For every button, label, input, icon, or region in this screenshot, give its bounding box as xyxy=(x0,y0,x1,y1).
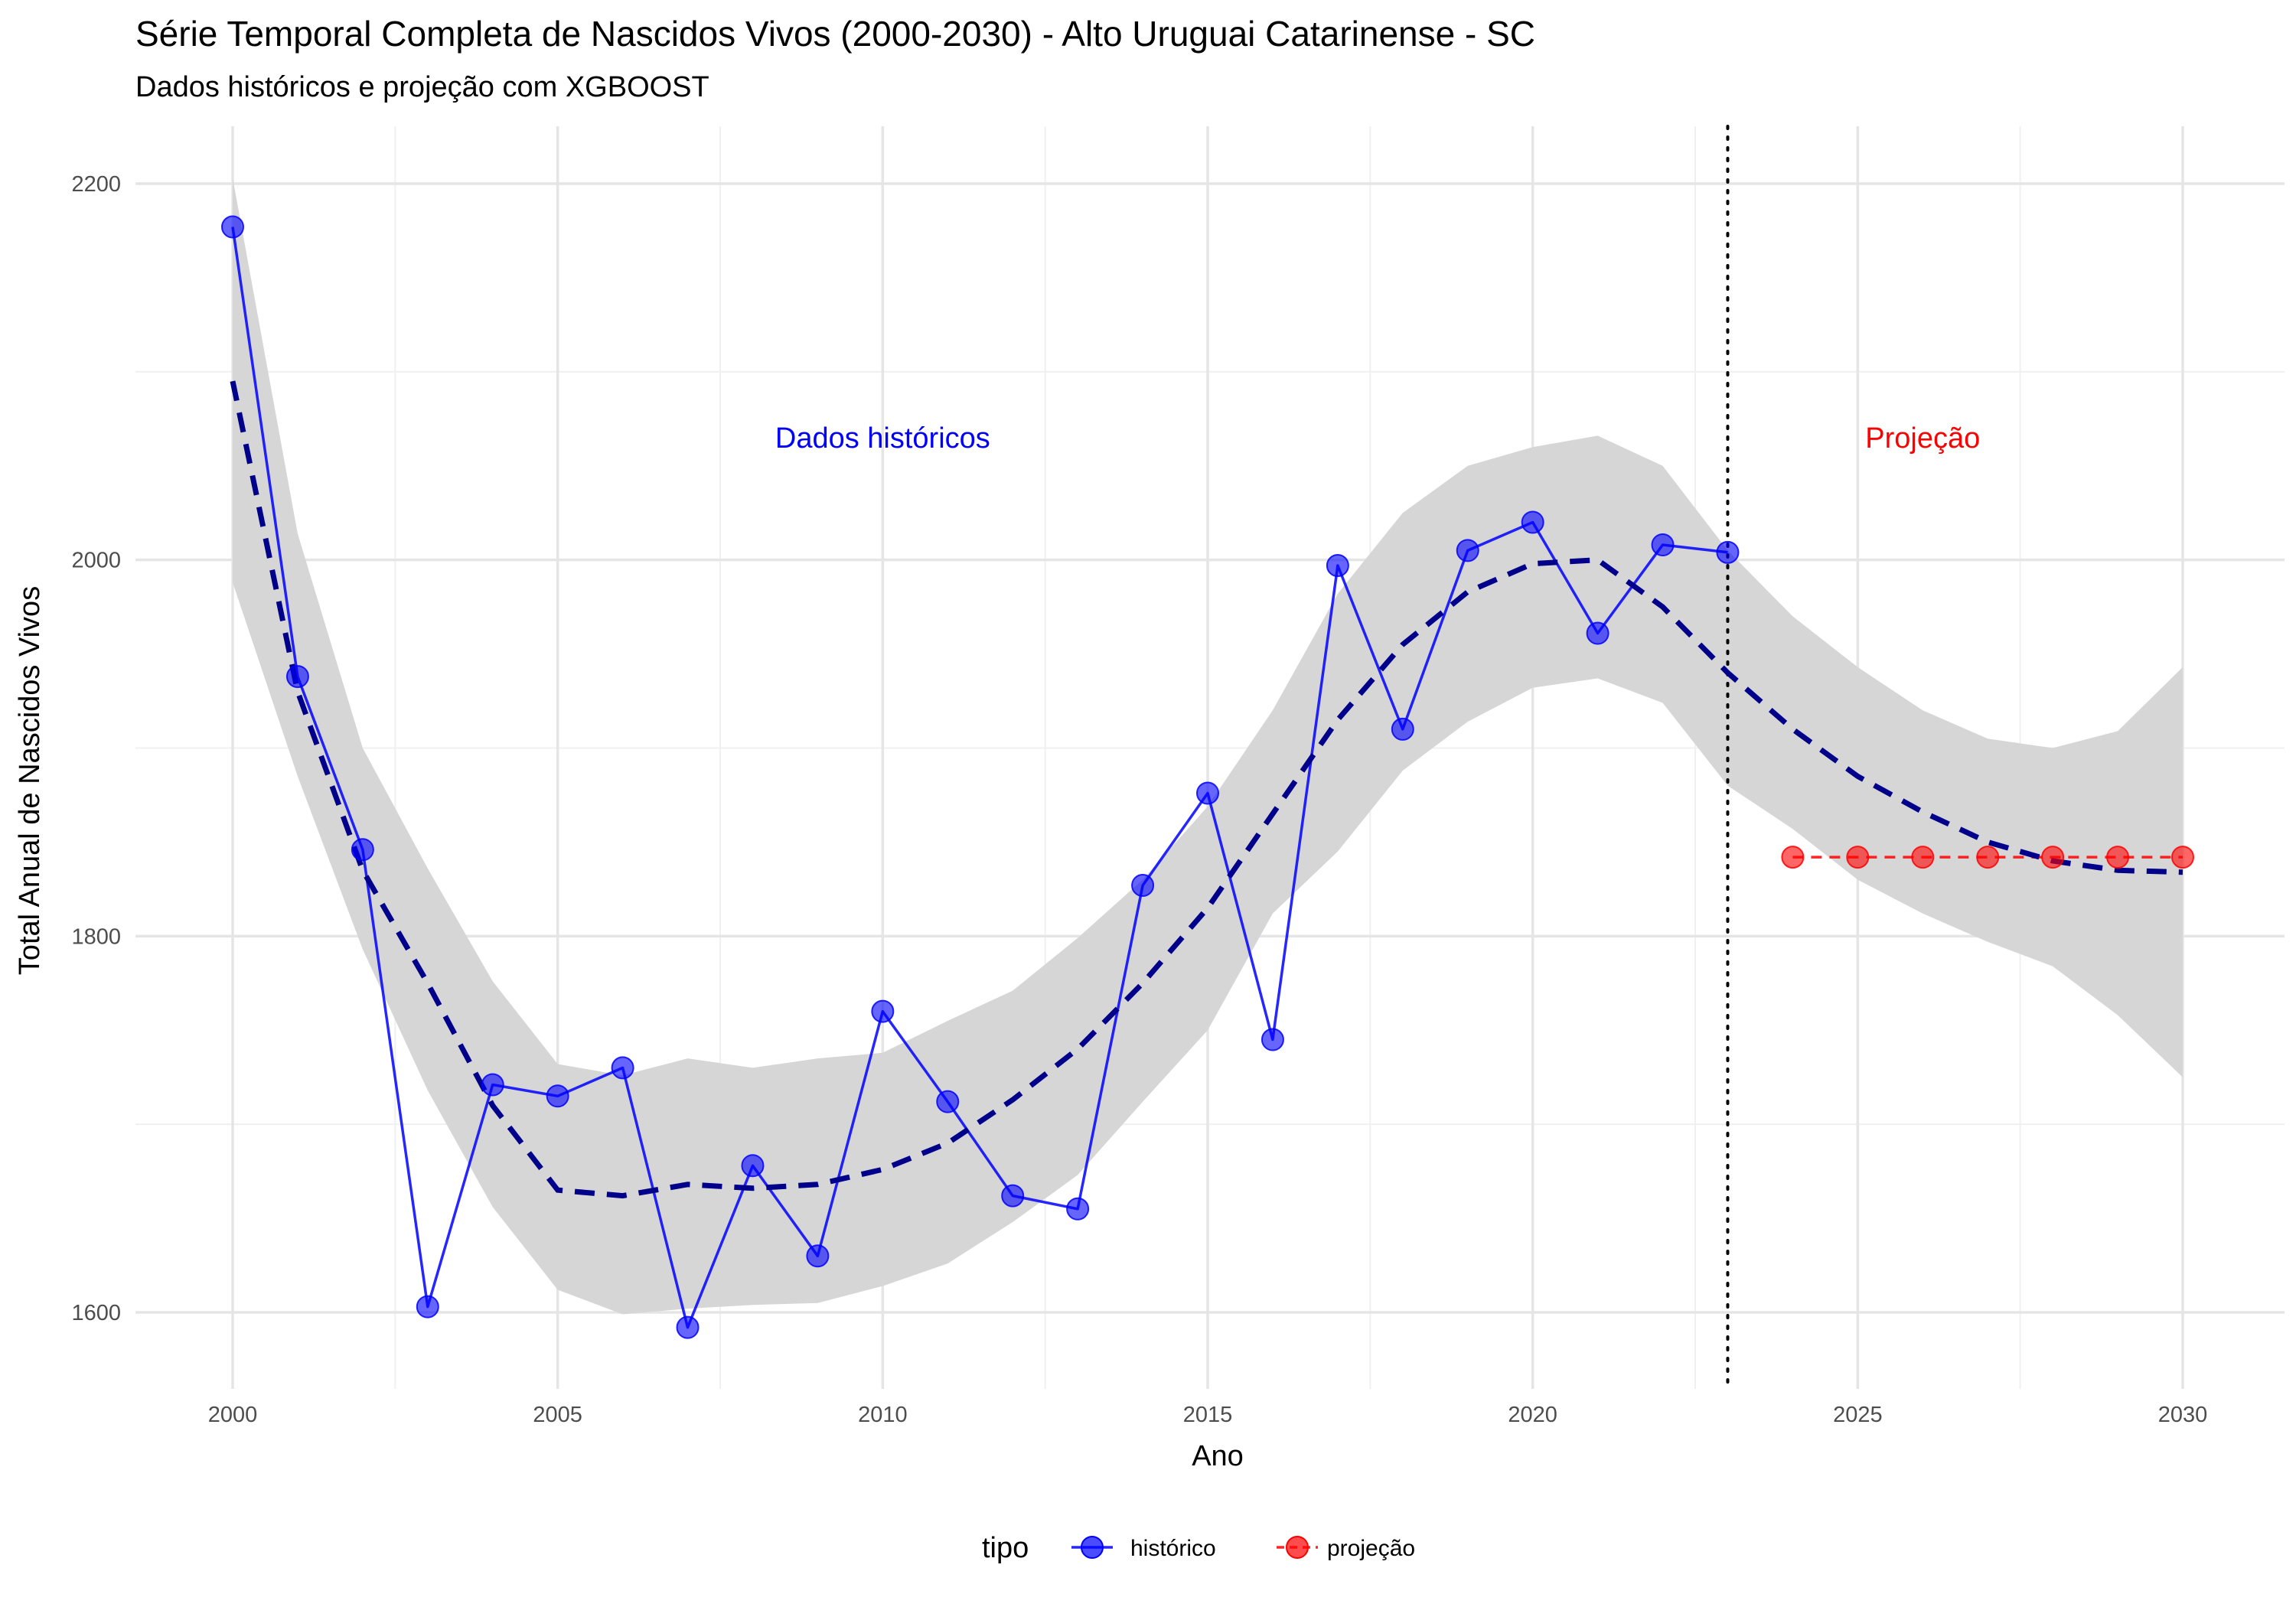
data-point xyxy=(416,1295,439,1319)
legend-key-point-0 xyxy=(1081,1536,1104,1559)
y-tick-label: 2200 xyxy=(71,172,121,197)
data-point xyxy=(1976,846,2000,869)
legend-title: tipo xyxy=(982,1532,1029,1564)
data-point xyxy=(1846,846,1870,869)
data-point xyxy=(1716,540,1740,564)
data-point xyxy=(2106,846,2130,869)
data-point xyxy=(1131,873,1155,897)
series-line-0 xyxy=(231,227,1728,1329)
smooth-trend-line xyxy=(230,380,2183,1199)
x-axis-label: Ano xyxy=(1192,1440,1244,1472)
data-point xyxy=(1196,781,1219,805)
chart-subtitle: Dados históricos e projeção com XGBOOST xyxy=(135,71,709,103)
legend-label-0: histórico xyxy=(1130,1536,1216,1561)
plot-annotation: Projeção xyxy=(1865,422,1980,455)
data-point xyxy=(2041,846,2065,869)
data-point xyxy=(611,1056,634,1080)
y-tick-label: 1800 xyxy=(71,924,121,949)
legend: tipo histórico projeção xyxy=(982,1532,1415,1564)
legend-key-point-1 xyxy=(1286,1536,1309,1559)
legend-label-1: projeção xyxy=(1327,1536,1415,1561)
data-point xyxy=(1911,846,1935,869)
x-tick-label: 2000 xyxy=(208,1403,258,1427)
data-point xyxy=(351,838,374,862)
y-axis-label: Total Anual de Nascidos Vivos xyxy=(14,586,46,975)
data-point xyxy=(221,215,244,239)
data-point xyxy=(481,1073,504,1097)
x-tick-label: 2015 xyxy=(1183,1403,1233,1427)
y-tick-label: 2000 xyxy=(71,549,121,573)
data-point xyxy=(1066,1197,1090,1221)
x-axis-ticks: 2000 2005 2010 2015 2020 2025 2030 xyxy=(208,1403,2208,1427)
plot-points xyxy=(221,215,2194,1339)
data-point xyxy=(676,1315,700,1339)
x-tick-label: 2005 xyxy=(533,1403,582,1427)
y-tick-label: 1600 xyxy=(71,1301,121,1325)
plot-annotations: Dados históricos Projeção xyxy=(775,422,1980,455)
data-point xyxy=(1586,621,1609,645)
data-point xyxy=(546,1084,569,1108)
data-point xyxy=(1261,1028,1284,1051)
data-point xyxy=(741,1154,765,1178)
data-point xyxy=(871,999,895,1023)
x-tick-label: 2020 xyxy=(1508,1403,1557,1427)
data-point xyxy=(806,1244,830,1268)
data-point xyxy=(2171,846,2194,869)
data-point xyxy=(1391,717,1414,741)
data-point xyxy=(1456,539,1479,562)
data-point xyxy=(1651,533,1675,556)
x-tick-label: 2025 xyxy=(1833,1403,1883,1427)
data-point xyxy=(285,665,309,689)
data-point xyxy=(1001,1184,1025,1208)
confidence-band xyxy=(233,178,2183,1315)
chart-title: Série Temporal Completa de Nascidos Vivo… xyxy=(135,14,1535,54)
y-axis-ticks: 1600 1800 2000 2200 xyxy=(71,172,121,1325)
data-point xyxy=(1781,846,1805,869)
data-point xyxy=(1326,554,1349,578)
data-point xyxy=(1521,510,1544,534)
x-tick-label: 2010 xyxy=(858,1403,908,1427)
data-point xyxy=(936,1090,960,1113)
plot-annotation: Dados históricos xyxy=(775,422,990,455)
x-tick-label: 2030 xyxy=(2158,1403,2208,1427)
